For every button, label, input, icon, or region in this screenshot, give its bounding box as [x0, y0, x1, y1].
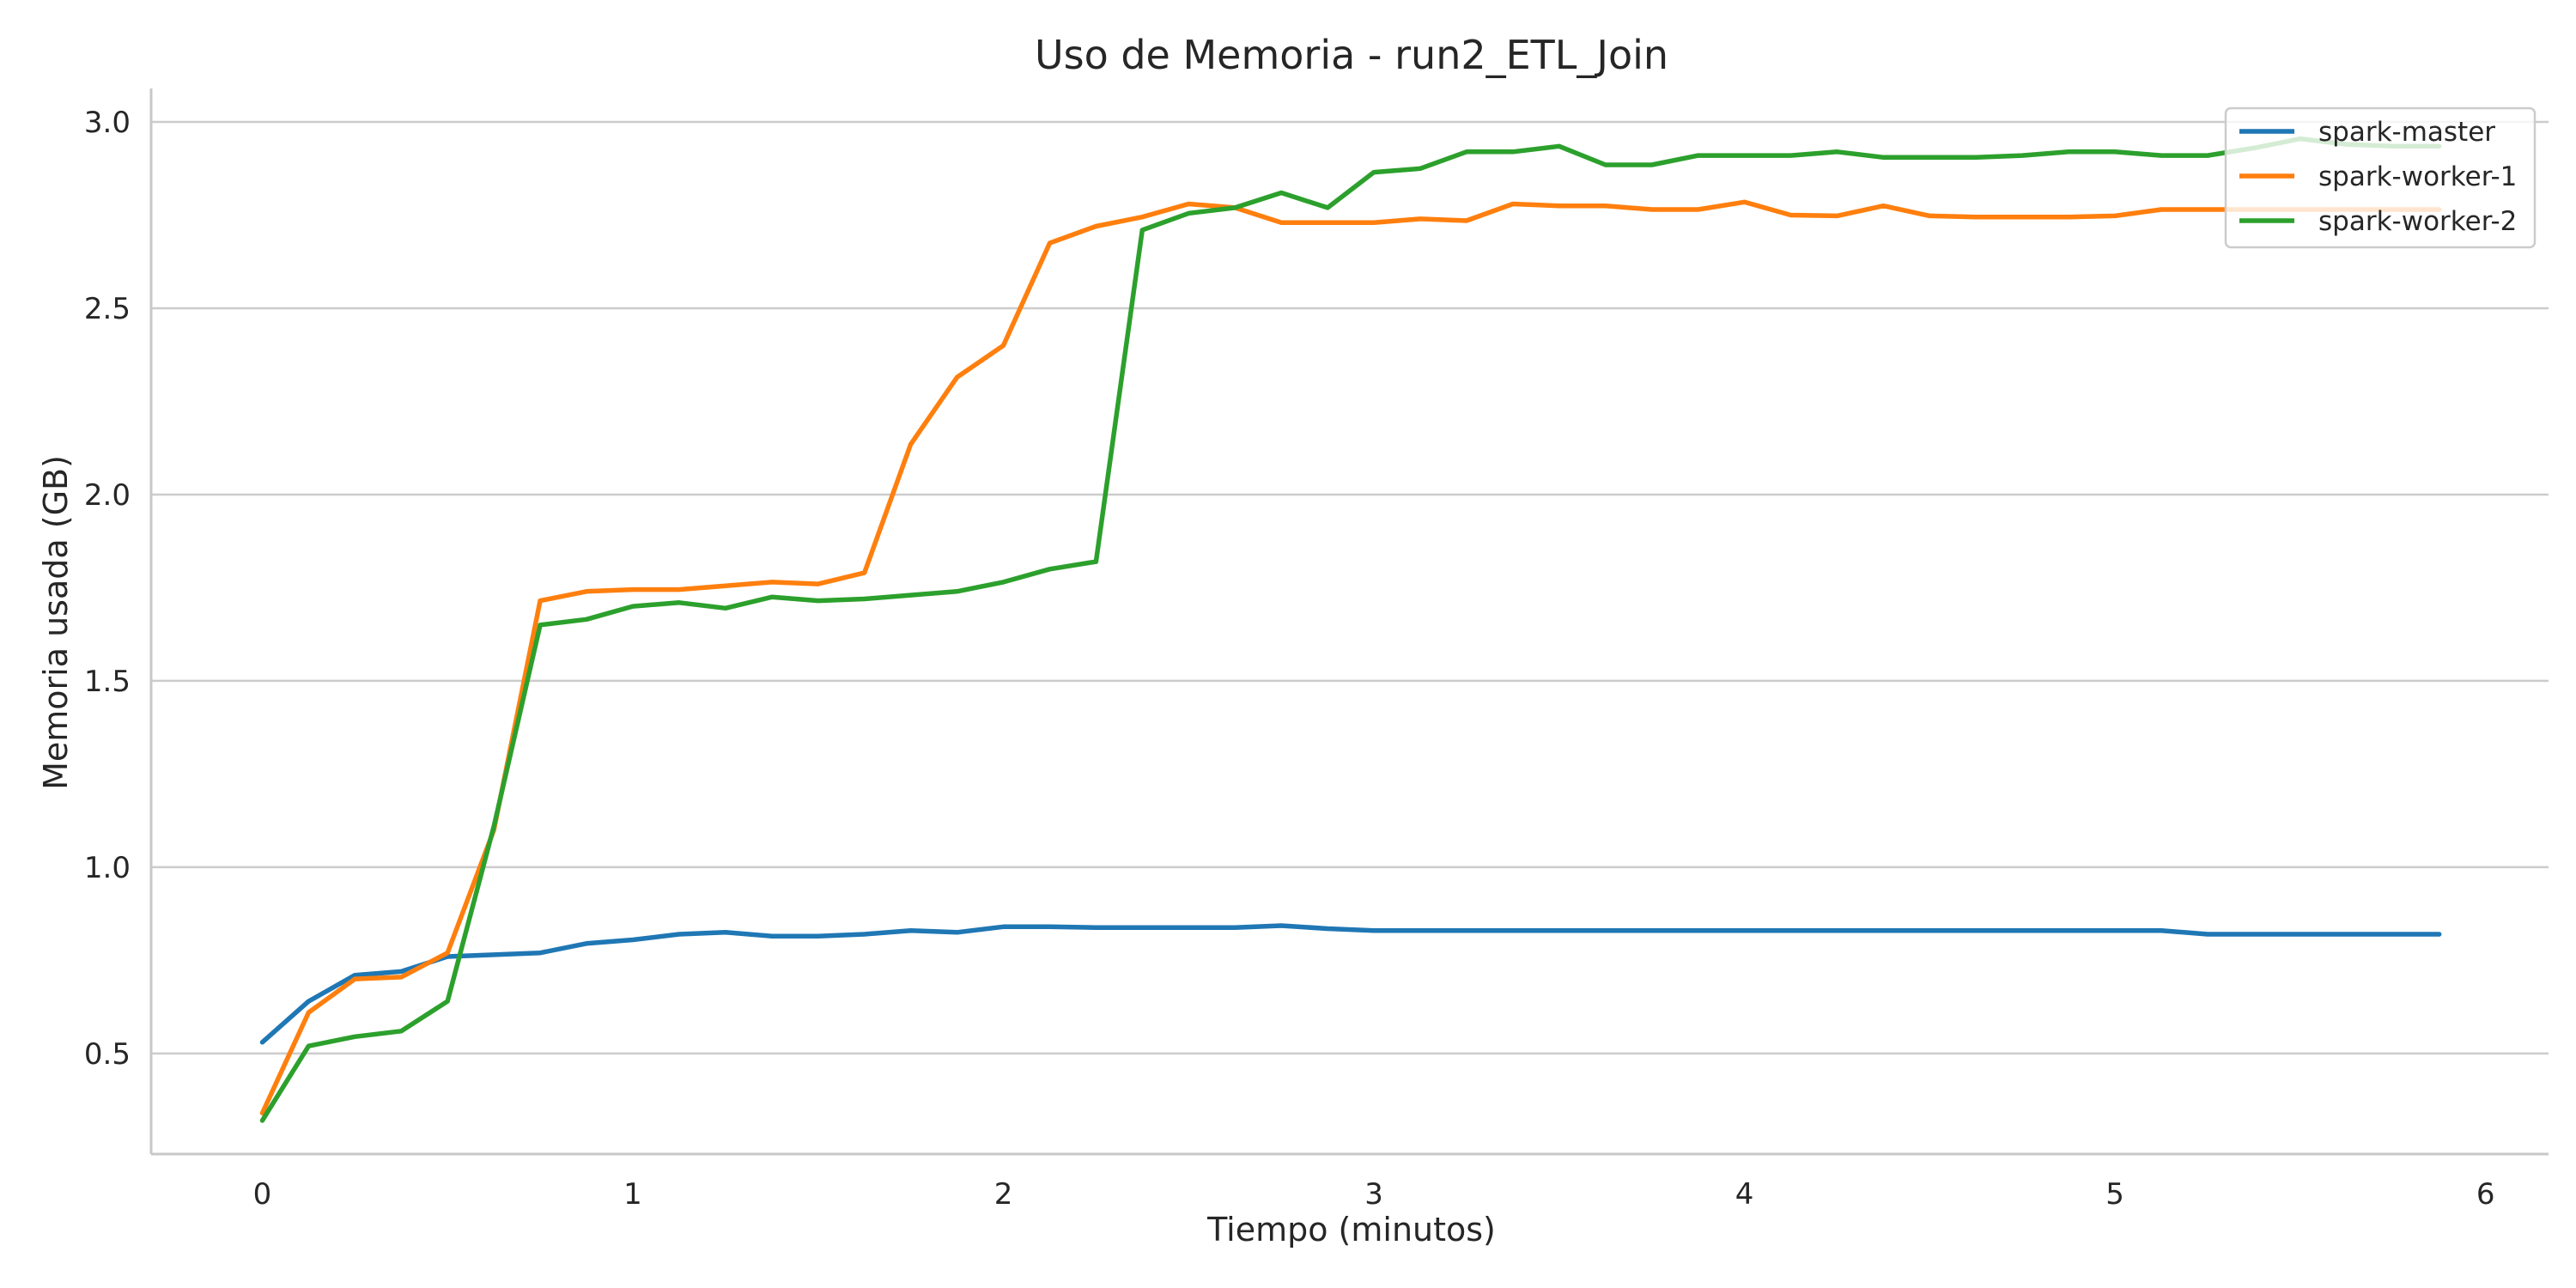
legend-entry: spark-worker-1	[2318, 161, 2517, 192]
chart-title: Uso de Memoria - run2_ETL_Join	[1035, 32, 1668, 78]
y-tick-label: 1.5	[84, 665, 131, 699]
x-tick-label: 4	[1735, 1177, 1754, 1212]
y-tick-label: 0.5	[84, 1037, 131, 1072]
x-tick-labels: 0 1 2 3 4 5 6	[253, 1177, 2495, 1212]
x-tick-label: 3	[1364, 1177, 1383, 1212]
x-tick-label: 1	[623, 1177, 642, 1212]
y-tick-label: 3.0	[84, 106, 131, 140]
x-tick-label: 5	[2105, 1177, 2124, 1212]
series-line-spark-worker-1	[259, 199, 2442, 1116]
series-line-spark-worker-2	[259, 136, 2442, 1123]
legend-entry: spark-master	[2318, 117, 2495, 148]
x-tick-label: 0	[253, 1177, 272, 1212]
x-tick-label: 6	[2476, 1177, 2495, 1212]
y-tick-label: 1.0	[84, 851, 131, 885]
y-tick-labels: 0.5 1.0 1.5 2.0 2.5 3.0	[84, 106, 131, 1072]
x-tick-label: 2	[994, 1177, 1013, 1212]
y-tick-label: 2.5	[84, 292, 131, 326]
series-line-spark-master	[259, 923, 2442, 1045]
y-tick-label: 2.0	[84, 478, 131, 513]
legend-entry: spark-worker-2	[2318, 206, 2517, 237]
plot-series	[259, 136, 2442, 1123]
gridlines	[151, 120, 2549, 1055]
legend-box	[2224, 106, 2537, 249]
legend: spark-master spark-worker-1 spark-worker-2	[2224, 106, 2537, 249]
x-axis-label: Tiempo (minutos)	[1206, 1211, 1496, 1249]
y-axis-label: Memoria usada (GB)	[37, 455, 75, 790]
